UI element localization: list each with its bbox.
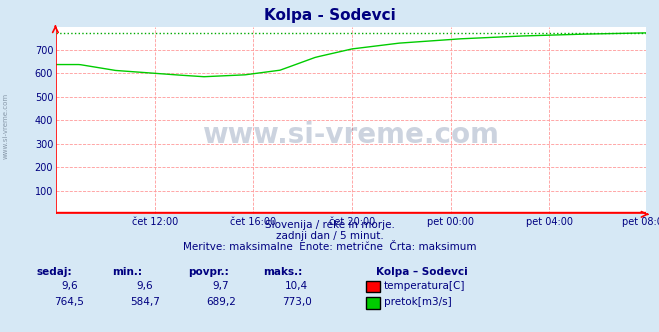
Text: zadnji dan / 5 minut.: zadnji dan / 5 minut. <box>275 231 384 241</box>
Text: 9,6: 9,6 <box>136 281 154 290</box>
Text: pretok[m3/s]: pretok[m3/s] <box>384 297 451 307</box>
Text: Slovenija / reke in morje.: Slovenija / reke in morje. <box>264 220 395 230</box>
Text: 9,6: 9,6 <box>61 281 78 290</box>
Text: 773,0: 773,0 <box>281 297 312 307</box>
Text: Kolpa - Sodevci: Kolpa - Sodevci <box>264 8 395 23</box>
Text: 9,7: 9,7 <box>212 281 229 290</box>
Text: 764,5: 764,5 <box>54 297 84 307</box>
Text: Meritve: maksimalne  Enote: metrične  Črta: maksimum: Meritve: maksimalne Enote: metrične Črta… <box>183 242 476 252</box>
Text: Kolpa – Sodevci: Kolpa – Sodevci <box>376 267 467 277</box>
Text: sedaj:: sedaj: <box>36 267 72 277</box>
Text: 689,2: 689,2 <box>206 297 236 307</box>
Text: min.:: min.: <box>112 267 142 277</box>
Text: www.si-vreme.com: www.si-vreme.com <box>2 93 9 159</box>
Text: povpr.:: povpr.: <box>188 267 229 277</box>
Text: www.si-vreme.com: www.si-vreme.com <box>202 122 500 149</box>
Text: temperatura[C]: temperatura[C] <box>384 281 465 290</box>
Text: maks.:: maks.: <box>264 267 303 277</box>
Text: 584,7: 584,7 <box>130 297 160 307</box>
Text: 10,4: 10,4 <box>285 281 308 290</box>
